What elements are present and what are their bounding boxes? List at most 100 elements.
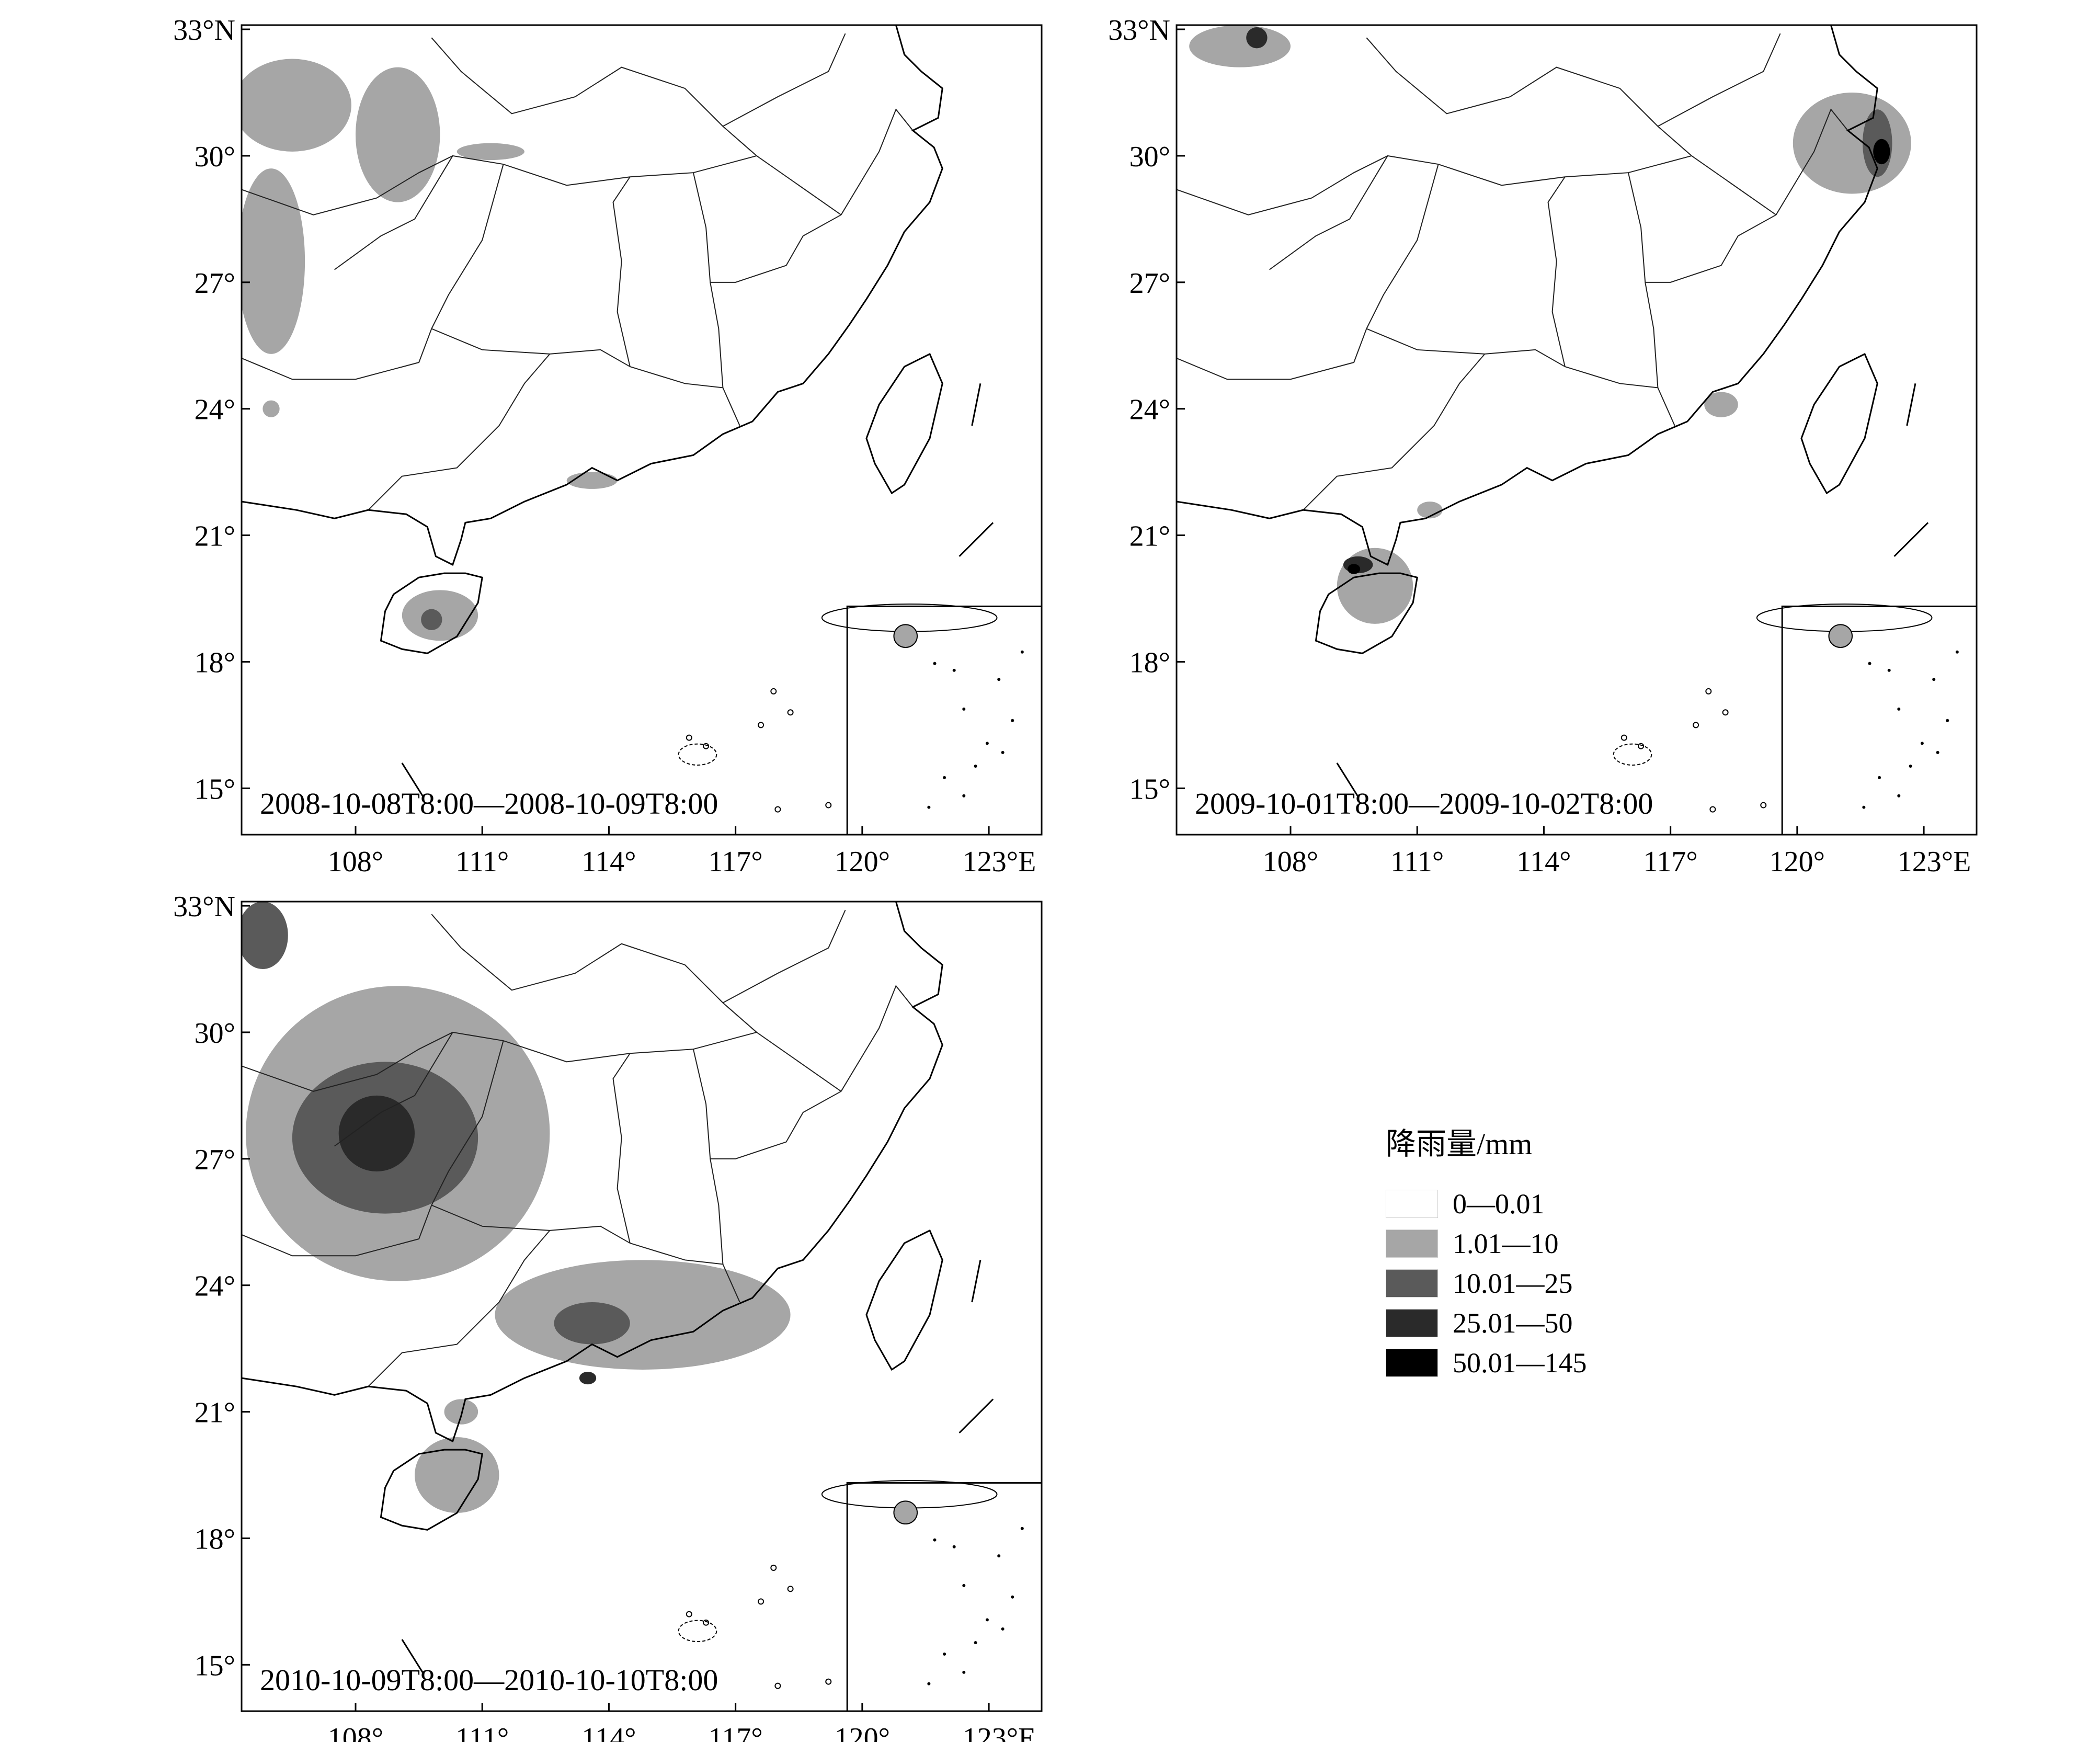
island-mark (686, 1611, 692, 1618)
x-tick-label: 111° (1390, 846, 1444, 878)
date-range-label: 2008-10-08T8:00—2008-10-09T8:00 (260, 787, 718, 821)
inset-island (962, 707, 966, 711)
province-boundary (1177, 328, 1367, 380)
x-tick-label: 120° (835, 846, 890, 878)
rainfall-area (456, 143, 524, 160)
rainfall-area (1417, 502, 1443, 519)
date-range-label: 2010-10-09T8:00—2010-10-10T8:00 (260, 1663, 718, 1697)
inset-frame (846, 1482, 1042, 1711)
inset-island (1011, 1595, 1014, 1599)
inset-island (1909, 765, 1912, 768)
province-boundary (430, 1040, 631, 1244)
y-tick-label: 18° (195, 646, 235, 679)
province-boundary (1269, 155, 1388, 270)
island-mark (1709, 806, 1716, 813)
province-boundary (431, 914, 757, 1033)
legend-swatch (1386, 1309, 1438, 1337)
island-mark (825, 802, 832, 809)
y-tick-label: 30° (1129, 141, 1170, 173)
legend-label: 1.01—10 (1453, 1228, 1559, 1259)
inset-island (933, 1538, 937, 1542)
province-boundary (1365, 164, 1566, 367)
nine-dash-line (401, 1639, 424, 1674)
inset-island (962, 1584, 966, 1587)
province-boundary (612, 1053, 631, 1244)
province-boundary (431, 37, 757, 156)
inset-island (1920, 742, 1924, 745)
rainfall-area (415, 1437, 499, 1513)
x-tick-label: 108° (328, 846, 383, 878)
map-panel-2010: 2010-10-09T8:00—2010-10-10T8:00 33°N 30° 27… (173, 891, 1043, 1742)
hainan-island (380, 1449, 483, 1531)
inset-island (952, 1545, 956, 1549)
legend-item: 1.01—10 (1386, 1224, 1752, 1263)
map-content (242, 25, 1042, 835)
coastline (242, 25, 943, 566)
island-mark (686, 734, 692, 741)
x-tick-label: 111° (455, 846, 509, 878)
province-boundary (630, 366, 740, 426)
rainfall-area (1189, 25, 1291, 67)
island-mark (703, 743, 710, 749)
inset-hainan (893, 624, 918, 648)
inset-island (985, 742, 989, 745)
island-mark (774, 1682, 781, 1689)
y-tick-label: 24° (195, 394, 235, 426)
nine-dash-line (1906, 383, 1916, 426)
province-boundary (612, 176, 631, 367)
x-tick-label: 123°E (963, 846, 1036, 878)
hainan-island (1315, 572, 1418, 654)
x-tick-label: 108° (328, 1722, 383, 1742)
legend-swatch (1386, 1349, 1438, 1377)
legend-swatch (1386, 1190, 1438, 1218)
y-tick-label: 21° (1129, 520, 1170, 553)
province-boundary (1366, 37, 1692, 156)
rainfall-area (262, 400, 280, 417)
province-boundary (242, 155, 842, 215)
x-tick-label: 120° (1770, 846, 1825, 878)
legend-label: 25.01—50 (1453, 1307, 1573, 1339)
nine-dash-line (958, 522, 994, 557)
legend-item: 25.01—50 (1386, 1303, 1752, 1343)
province-boundary (840, 108, 914, 215)
y-tick-label: 15° (1129, 773, 1170, 805)
y-tick-label: 30° (195, 1017, 235, 1050)
inset-island (974, 765, 977, 768)
rainfall-area (1793, 93, 1911, 194)
island-mark (1638, 743, 1645, 749)
y-tick-label: 15° (195, 1649, 235, 1682)
reef-outline (678, 743, 717, 766)
province-boundary (722, 33, 846, 127)
inset-island (1955, 650, 1959, 654)
nine-dash-line (971, 1260, 981, 1303)
rainfall-area (1347, 564, 1361, 574)
inset-island (1887, 668, 1891, 672)
south-china-sea-inset (1756, 604, 1977, 835)
x-tick-label: 123°E (963, 1722, 1036, 1742)
island-mark (774, 806, 781, 813)
x-tick-label: 114° (581, 846, 636, 878)
legend-title: 降雨量/mm (1386, 1127, 1533, 1161)
x-tick-label: 111° (455, 1722, 509, 1742)
map-frame (241, 24, 1043, 836)
inset-island (962, 794, 966, 798)
nine-dash-line (958, 1398, 994, 1433)
rainfall-area (1873, 139, 1890, 165)
inset-island (1011, 719, 1014, 722)
rainfall-area (554, 1302, 630, 1345)
province-boundary (368, 354, 551, 510)
nine-dash-line (401, 762, 424, 798)
inset-island (1936, 750, 1939, 754)
taiwan-island (865, 1229, 943, 1371)
island-mark (787, 709, 794, 716)
legend-item: 50.01—145 (1386, 1343, 1752, 1383)
nine-dash-line (971, 383, 981, 426)
inset-frame (846, 605, 1042, 835)
island-mark (1722, 709, 1729, 716)
province-boundary (722, 909, 846, 1004)
inset-island (1862, 805, 1866, 809)
province-boundary (710, 214, 841, 283)
taiwan-island (865, 352, 943, 495)
coastline (242, 902, 943, 1443)
